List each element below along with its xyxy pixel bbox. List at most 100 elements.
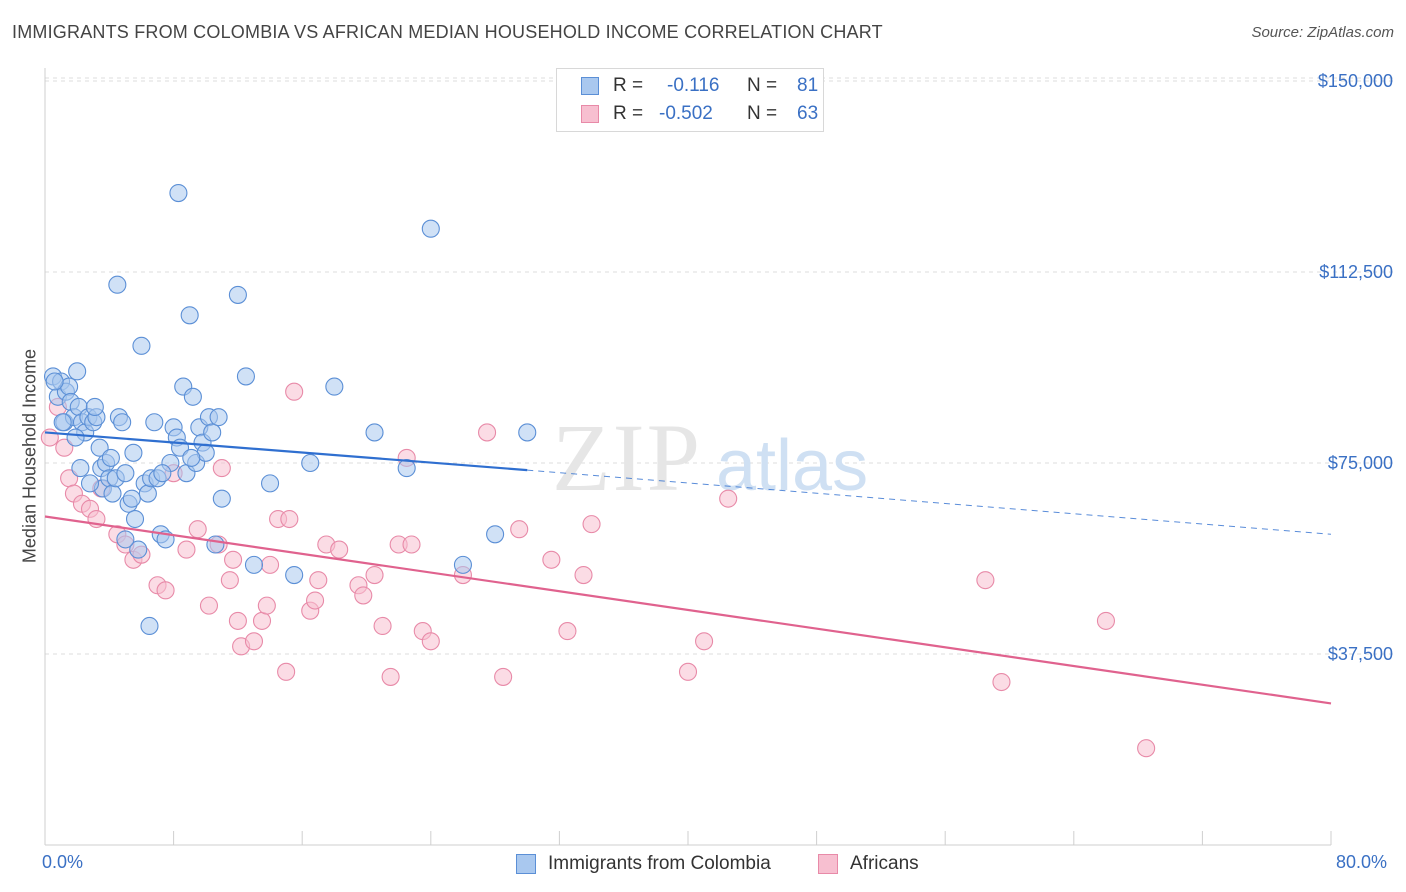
data-point bbox=[169, 184, 188, 203]
data-point bbox=[203, 423, 222, 442]
data-point bbox=[138, 484, 157, 503]
watermark: ZIP atlas bbox=[552, 404, 868, 511]
y-tick-label: $37,500 bbox=[1328, 644, 1393, 664]
data-point bbox=[45, 372, 64, 391]
data-point bbox=[55, 438, 74, 457]
data-point bbox=[116, 464, 135, 483]
data-point bbox=[90, 438, 109, 457]
data-point bbox=[381, 667, 400, 686]
data-point bbox=[183, 387, 202, 406]
data-point bbox=[182, 448, 201, 467]
watermark-atlas: atlas bbox=[716, 426, 868, 506]
legend-n-label: N = bbox=[747, 103, 778, 124]
legend-swatch-pink bbox=[581, 105, 599, 123]
y-tick-label: $150,000 bbox=[1318, 71, 1393, 91]
data-point bbox=[1137, 739, 1156, 758]
data-point bbox=[71, 459, 90, 478]
legend-n-value: 81 bbox=[797, 75, 819, 96]
data-point bbox=[206, 535, 225, 554]
data-point bbox=[373, 616, 392, 636]
data-point bbox=[582, 515, 601, 534]
data-point bbox=[244, 632, 264, 651]
data-point bbox=[199, 596, 219, 615]
x-tick-label-end: 80.0% bbox=[1336, 852, 1388, 872]
bottom-legend-swatch-blue bbox=[516, 854, 536, 874]
data-point bbox=[478, 423, 497, 442]
data-point bbox=[330, 540, 349, 559]
data-point bbox=[132, 336, 151, 355]
bottom-legend-label-africans: Africans bbox=[850, 853, 919, 874]
data-point bbox=[1096, 611, 1115, 630]
data-point bbox=[678, 662, 698, 681]
data-point bbox=[140, 616, 159, 636]
data-point bbox=[695, 632, 714, 651]
legend-swatch-blue bbox=[581, 77, 599, 95]
data-point bbox=[285, 566, 304, 585]
trend-lines bbox=[44, 431, 1332, 705]
trend-line-colombia bbox=[44, 431, 528, 472]
data-point bbox=[280, 509, 299, 529]
watermark-zip: ZIP bbox=[552, 404, 702, 511]
data-point bbox=[209, 408, 228, 427]
africans-points bbox=[40, 382, 1156, 758]
data-point bbox=[177, 540, 196, 559]
data-point bbox=[257, 596, 276, 615]
y-tick-label: $75,000 bbox=[1328, 453, 1393, 473]
data-point bbox=[68, 362, 87, 381]
data-point bbox=[494, 667, 513, 686]
legend-r-value: -0.502 bbox=[659, 103, 713, 124]
chart-title: IMMIGRANTS FROM COLOMBIA VS AFRICAN MEDI… bbox=[12, 22, 883, 42]
data-point bbox=[558, 622, 577, 641]
x-tick-label-start: 0.0% bbox=[42, 852, 84, 872]
data-point bbox=[129, 540, 148, 559]
data-point bbox=[354, 586, 373, 605]
data-point bbox=[224, 550, 243, 569]
data-point bbox=[397, 459, 416, 478]
data-point bbox=[220, 571, 239, 590]
data-point bbox=[260, 555, 280, 574]
data-point bbox=[66, 428, 85, 447]
data-point bbox=[301, 453, 320, 473]
data-point bbox=[365, 566, 384, 585]
bottom-legend-africans: Africans bbox=[818, 852, 919, 876]
data-point bbox=[180, 306, 199, 325]
legend-row-colombia: R = -0.116 N = 81 bbox=[581, 73, 818, 99]
trend-line-colombia-extension bbox=[527, 469, 1332, 535]
data-point bbox=[103, 484, 122, 503]
legend-n-label: N = bbox=[747, 75, 778, 96]
data-point bbox=[228, 285, 247, 304]
data-point bbox=[260, 474, 280, 493]
data-point bbox=[122, 489, 141, 508]
data-point bbox=[125, 509, 145, 529]
trend-line-africans bbox=[44, 515, 1332, 705]
data-point bbox=[188, 520, 207, 539]
data-point bbox=[40, 428, 59, 447]
data-point bbox=[116, 530, 135, 549]
data-point bbox=[421, 632, 440, 651]
data-point bbox=[228, 611, 247, 630]
data-point bbox=[101, 448, 120, 467]
data-point bbox=[574, 566, 593, 585]
legend-n-value: 63 bbox=[797, 103, 819, 124]
data-point bbox=[542, 550, 561, 569]
data-point bbox=[252, 611, 272, 630]
data-point bbox=[992, 672, 1011, 692]
data-point bbox=[518, 423, 537, 442]
data-point bbox=[306, 591, 325, 610]
data-point bbox=[212, 459, 231, 478]
legend: R = -0.116 N = 81 R = -0.502 N = 63 bbox=[556, 68, 824, 132]
data-point bbox=[719, 489, 738, 508]
colombia-points bbox=[43, 184, 537, 636]
data-point bbox=[153, 464, 172, 483]
legend-r-label: R = bbox=[613, 103, 644, 124]
data-point bbox=[421, 219, 440, 238]
data-point bbox=[277, 662, 296, 681]
data-point bbox=[402, 535, 421, 554]
bottom-legend-colombia: Immigrants from Colombia bbox=[516, 852, 771, 876]
data-point bbox=[113, 413, 132, 432]
data-point bbox=[156, 581, 175, 600]
bottom-legend-label-colombia: Immigrants from Colombia bbox=[548, 853, 771, 874]
y-tick-labels: $37,500 $75,000 $112,500 $150,000 bbox=[1318, 71, 1393, 664]
data-point bbox=[124, 443, 143, 462]
